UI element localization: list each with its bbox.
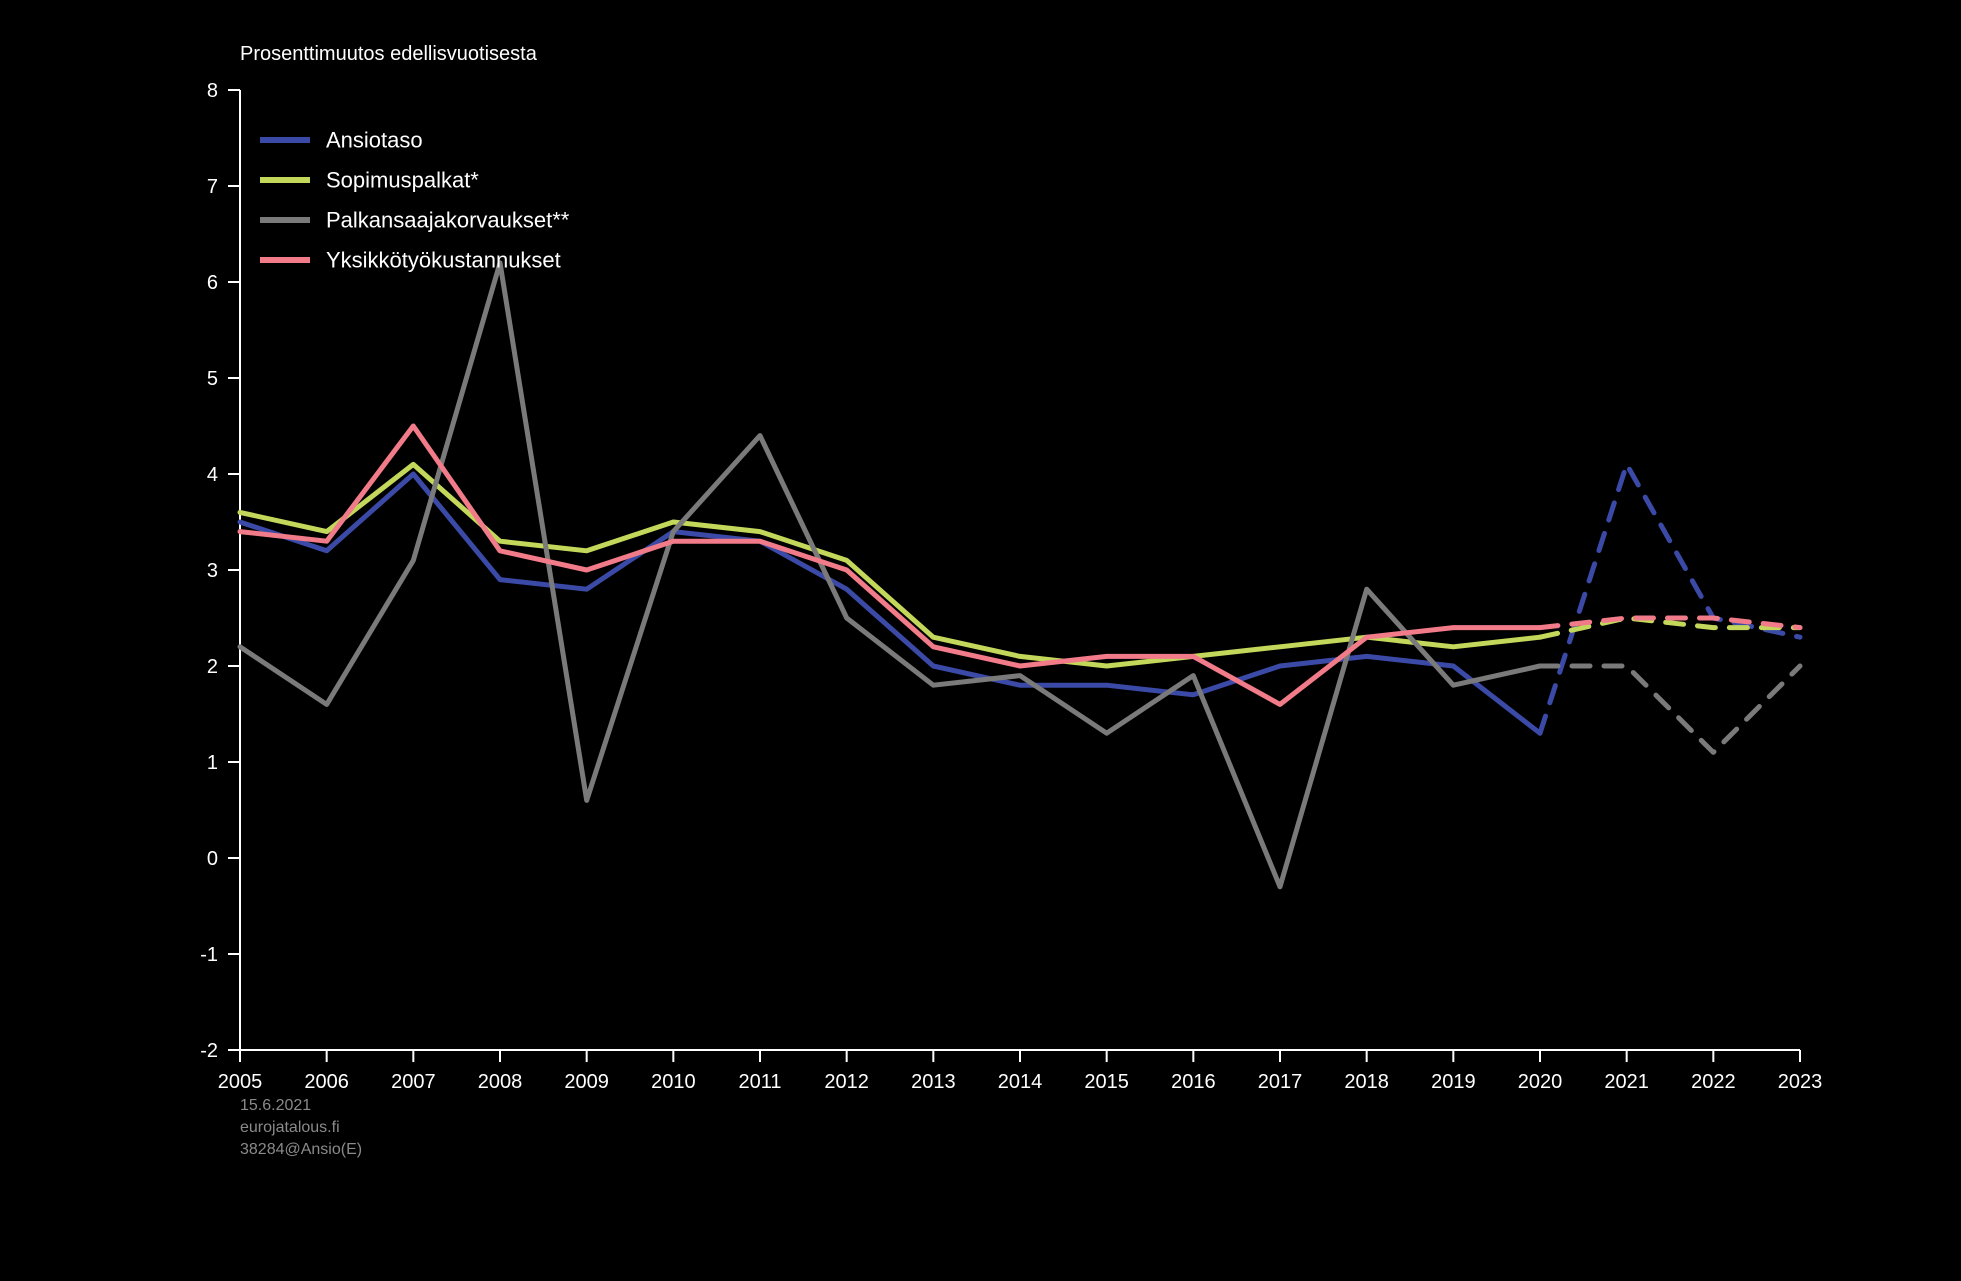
- y-tick-label: 5: [207, 368, 218, 390]
- footnote: eurojatalous.fi: [240, 1119, 340, 1136]
- y-axis-title: Prosenttimuutos edellisvuotisesta: [240, 43, 538, 65]
- x-tick-label: 2015: [1084, 1071, 1129, 1093]
- y-tick-label: 6: [207, 272, 218, 294]
- y-tick-label: 4: [207, 464, 218, 486]
- footnote: 38284@Ansio(E): [240, 1141, 362, 1158]
- x-tick-label: 2018: [1344, 1071, 1389, 1093]
- legend-label: Ansiotaso: [326, 128, 423, 153]
- x-tick-label: 2017: [1258, 1071, 1303, 1093]
- y-tick-label: 8: [207, 80, 218, 102]
- y-tick-label: 2: [207, 656, 218, 678]
- y-tick-label: 1: [207, 752, 218, 774]
- x-tick-label: 2023: [1778, 1071, 1823, 1093]
- x-tick-label: 2008: [478, 1071, 523, 1093]
- y-tick-label: -2: [200, 1040, 218, 1062]
- legend-label: Sopimuspalkat*: [326, 168, 479, 193]
- x-tick-label: 2013: [911, 1071, 956, 1093]
- x-tick-label: 2005: [218, 1071, 263, 1093]
- x-tick-label: 2011: [738, 1071, 781, 1093]
- x-tick-label: 2021: [1604, 1071, 1649, 1093]
- y-tick-label: 0: [207, 848, 218, 870]
- x-tick-label: 2019: [1431, 1071, 1476, 1093]
- y-tick-label: 3: [207, 560, 218, 582]
- x-tick-label: 2014: [998, 1071, 1043, 1093]
- x-tick-label: 2010: [651, 1071, 696, 1093]
- x-tick-label: 2007: [391, 1071, 436, 1093]
- legend-label: Yksikkötyökustannukset: [326, 248, 561, 273]
- chart-bg: [0, 0, 1961, 1281]
- legend-label: Palkansaajakorvaukset**: [326, 208, 570, 233]
- chart-container: Prosenttimuutos edellisvuotisesta -2 -1 0 1 2…: [0, 0, 1961, 1281]
- y-tick-label: 7: [207, 176, 218, 198]
- x-tick-label: 2016: [1171, 1071, 1216, 1093]
- line-chart: Prosenttimuutos edellisvuotisesta -2 -1 0 1 2…: [0, 0, 1961, 1281]
- x-tick-label: 2009: [564, 1071, 609, 1093]
- x-tick-label: 2020: [1518, 1071, 1563, 1093]
- footnote: 15.6.2021: [240, 1097, 311, 1114]
- y-tick-label: -1: [200, 944, 218, 966]
- x-tick-label: 2022: [1691, 1071, 1736, 1093]
- x-tick-label: 2006: [304, 1071, 349, 1093]
- x-tick-label: 2012: [824, 1071, 869, 1093]
